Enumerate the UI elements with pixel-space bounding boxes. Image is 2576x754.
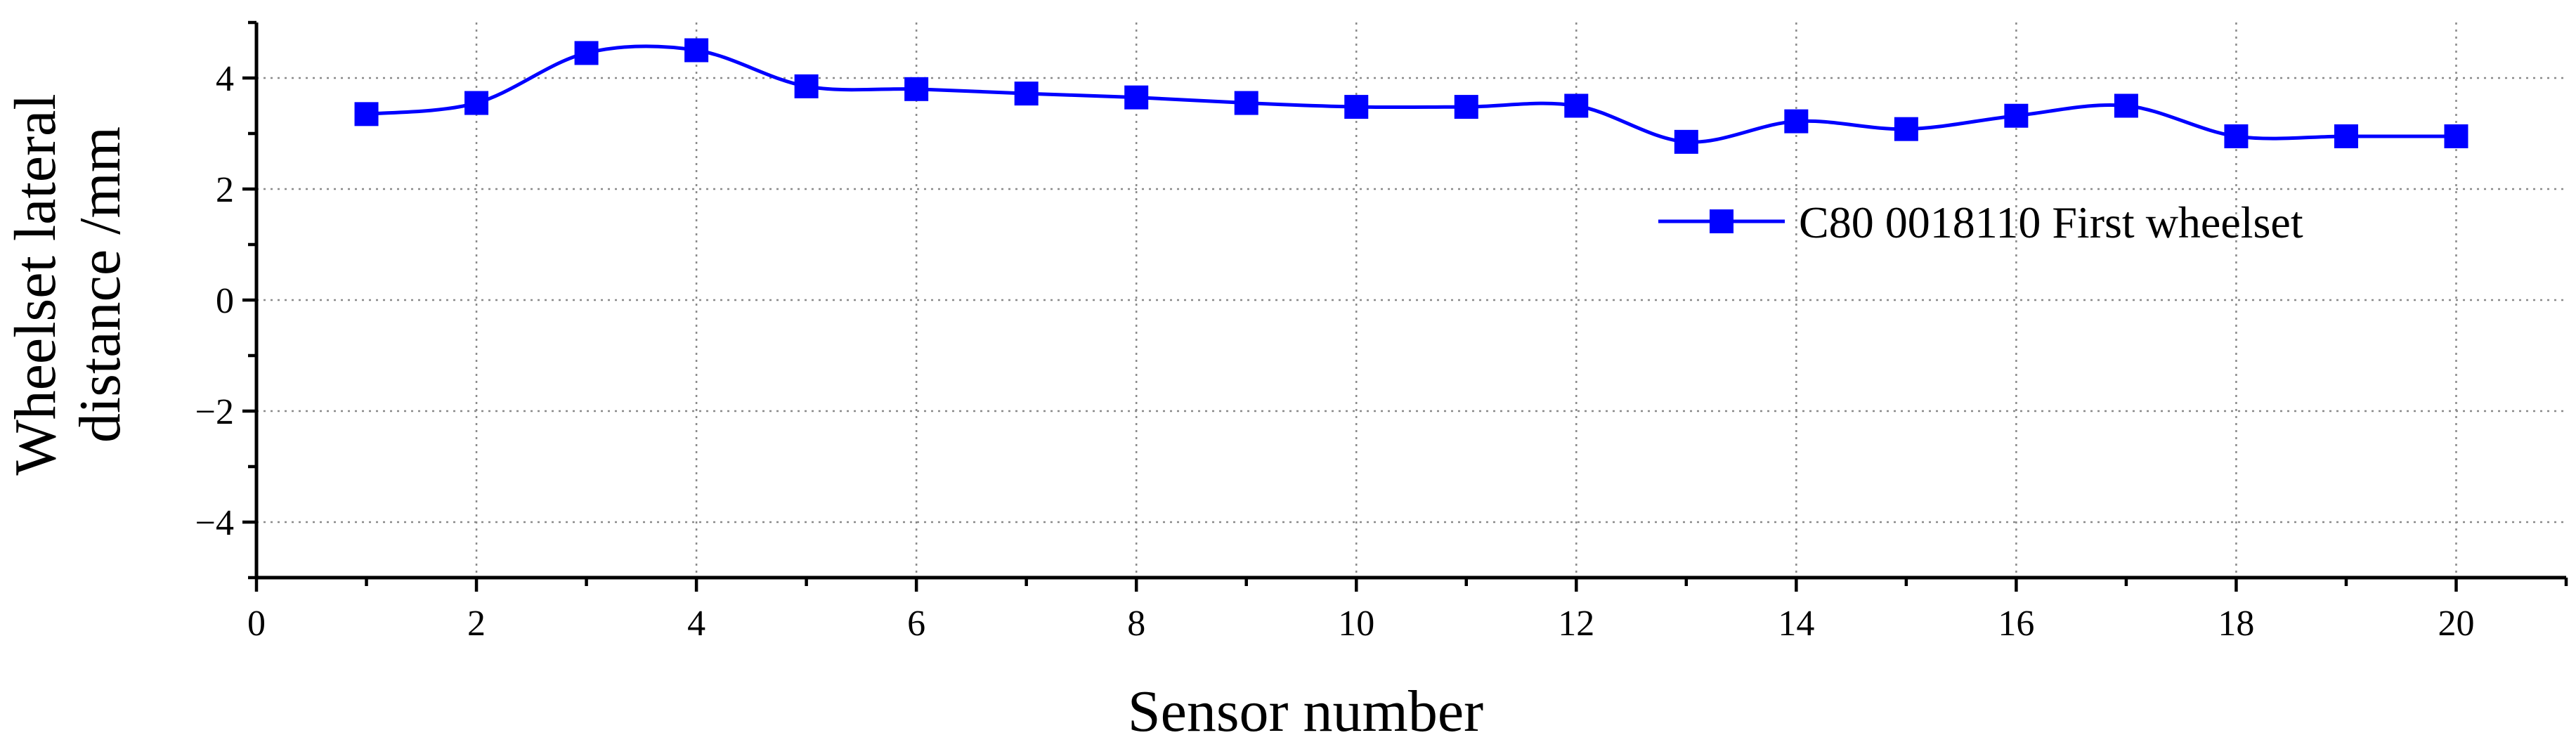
y-tick-label: 4 <box>216 59 234 99</box>
data-point-marker <box>1894 117 1918 141</box>
x-tick-label: 18 <box>2218 604 2254 644</box>
legend-marker <box>1710 209 1733 233</box>
data-point-marker <box>1674 129 1698 154</box>
x-tick-label: 8 <box>1127 604 1145 644</box>
series-line <box>366 44 2457 144</box>
data-point-marker <box>1124 85 1149 110</box>
data-point-marker <box>2114 93 2138 118</box>
legend-label: C80 0018110 First wheelset <box>1799 197 2303 247</box>
y-tick-label: 0 <box>216 281 234 321</box>
data-point-marker <box>464 91 489 115</box>
data-point-marker <box>2444 124 2468 148</box>
x-tick-label: 14 <box>1778 604 1814 644</box>
x-tick-label: 2 <box>467 604 486 644</box>
y-axis-title-line-2: distance /mm <box>67 126 133 443</box>
legend: C80 0018110 First wheelset <box>1658 197 2303 247</box>
data-point-marker <box>1014 82 1039 106</box>
data-point-marker <box>354 102 379 126</box>
x-axis-title: Sensor number <box>1128 679 1483 744</box>
y-tick-label: −4 <box>195 503 234 543</box>
x-tick-label: 20 <box>2438 604 2474 644</box>
data-point-marker <box>1234 91 1258 115</box>
y-tick-label: 2 <box>216 170 234 210</box>
x-tick-label: 6 <box>907 604 925 644</box>
x-tick-label: 0 <box>247 604 266 644</box>
data-point-marker <box>684 38 709 63</box>
x-tick-label: 10 <box>1338 604 1374 644</box>
series-plot <box>354 38 2468 154</box>
data-point-marker <box>1564 93 1589 118</box>
data-point-marker <box>574 41 599 65</box>
data-point-marker <box>2004 103 2029 128</box>
data-point-marker <box>904 77 929 101</box>
tick-labels: 0 2 4 6 8 10 12 14 16 18 20 −4 −2 0 2 4 <box>195 59 2475 644</box>
data-point-marker <box>1784 109 1809 134</box>
data-point-marker <box>794 74 819 98</box>
x-tick-label: 4 <box>687 604 705 644</box>
y-tick-label: −2 <box>195 392 234 432</box>
data-point-marker <box>2224 124 2249 148</box>
data-point-marker <box>1344 95 1369 119</box>
x-tick-label: 12 <box>1558 604 1594 644</box>
y-axis-title: Wheelset lateral distance /mm <box>3 93 133 475</box>
data-point-marker <box>2334 124 2358 148</box>
y-axis-title-line-1: Wheelset lateral <box>3 93 68 475</box>
tick-marks <box>242 20 2568 592</box>
data-point-marker <box>1454 95 1478 119</box>
x-tick-label: 16 <box>1998 604 2034 644</box>
